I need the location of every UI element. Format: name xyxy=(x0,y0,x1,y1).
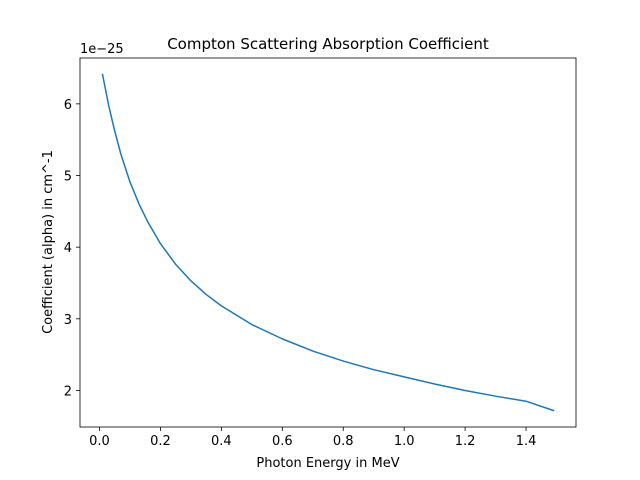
y-tick-label: 4 xyxy=(64,241,72,256)
x-tick-label: 1.0 xyxy=(394,434,415,449)
y-tick-label: 6 xyxy=(64,98,72,113)
series-line-0 xyxy=(101,73,555,412)
x-tick-label: 1.2 xyxy=(455,434,476,449)
x-tick-label: 1.4 xyxy=(516,434,537,449)
y-axis-label: Coefficient (alpha) in cm^-1 xyxy=(41,150,56,334)
y-scale-label: 1e−25 xyxy=(80,42,124,57)
y-tick-label: 3 xyxy=(64,313,72,328)
x-tick-label: 0.8 xyxy=(333,434,354,449)
x-axis-label: Photon Energy in MeV xyxy=(256,456,399,471)
axes-frame xyxy=(79,57,577,428)
x-tick-label: 0.0 xyxy=(89,434,110,449)
x-tick-label: 0.4 xyxy=(211,434,232,449)
plot-area: 0.0 0.2 0.4 0.6 0.8 1.0 1.2 1.4 2 3 4 5 6 xyxy=(64,57,577,449)
y-tick-label: 5 xyxy=(64,170,72,185)
x-tick-label: 0.2 xyxy=(150,434,171,449)
x-tick-label: 0.6 xyxy=(272,434,293,449)
y-tick-label: 2 xyxy=(64,384,72,399)
chart-title: Compton Scattering Absorption Coefficien… xyxy=(167,35,489,53)
